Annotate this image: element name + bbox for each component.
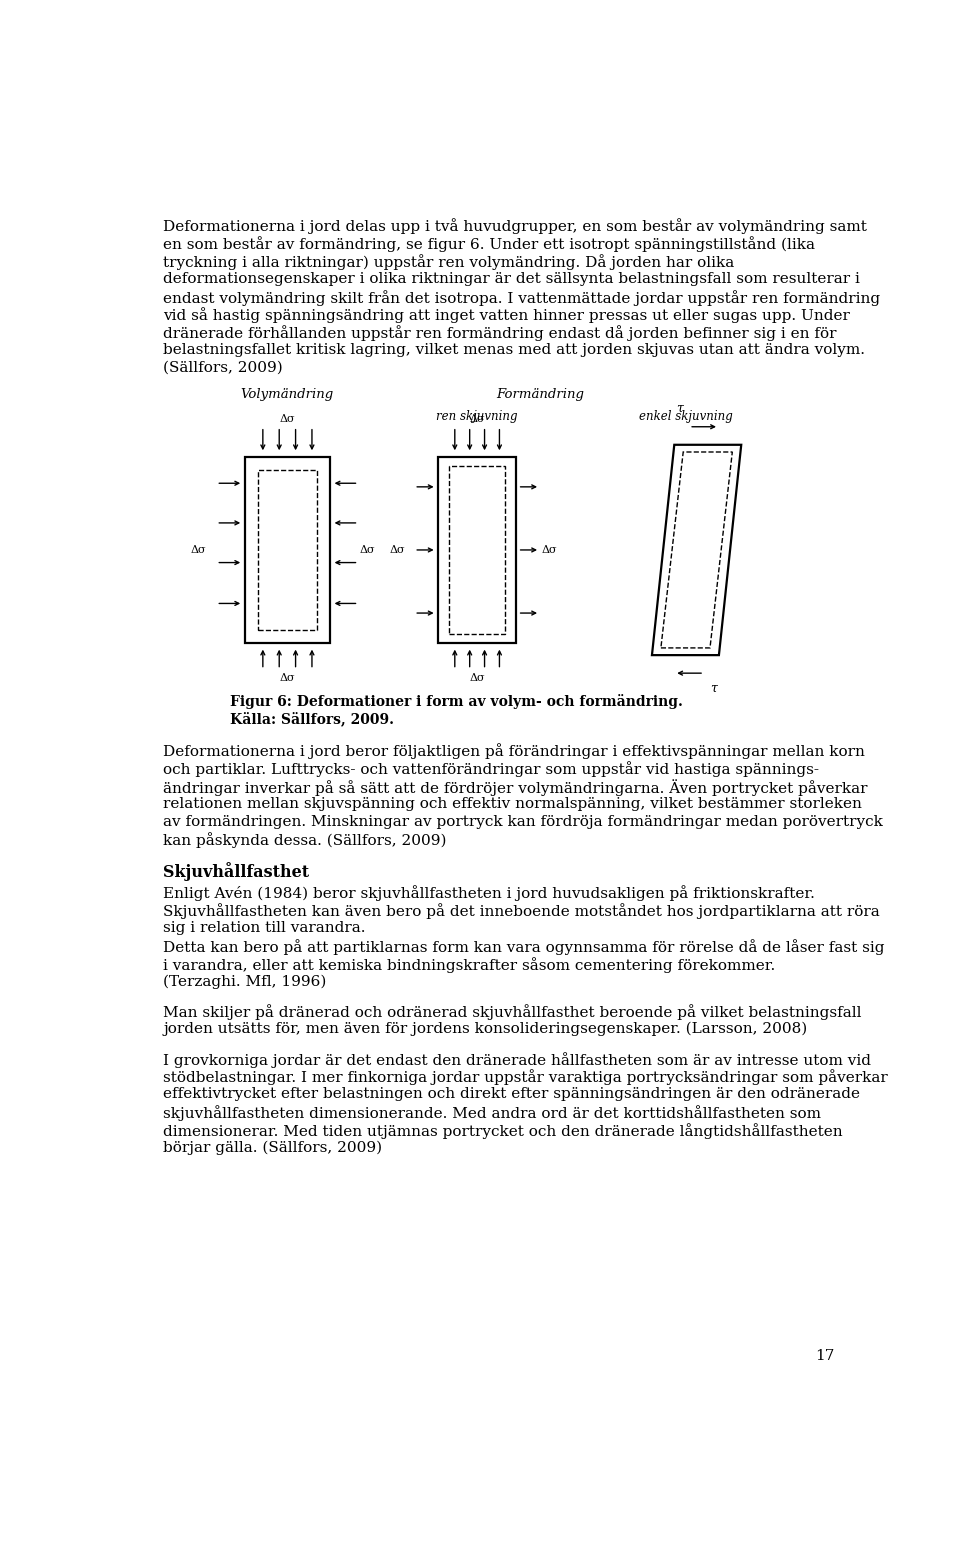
Text: τ: τ: [676, 401, 683, 415]
Text: stödbelastningar. I mer finkorniga jordar uppstår varaktiga portrycksändringar s: stödbelastningar. I mer finkorniga jorda…: [163, 1069, 888, 1085]
Text: Detta kan bero på att partiklarnas form kan vara ogynnsamma för rörelse då de lå: Detta kan bero på att partiklarnas form …: [163, 938, 885, 955]
Text: τ: τ: [710, 682, 717, 695]
Text: Deformationerna i jord beror följaktligen på förändringar i effektivspänningar m: Deformationerna i jord beror följaktlige…: [163, 743, 865, 760]
Text: (Terzaghi. Mfl, 1996): (Terzaghi. Mfl, 1996): [163, 974, 326, 988]
Text: Enligt Avén (1984) beror skjuvhållfastheten i jord huvudsakligen på friktionskra: Enligt Avén (1984) beror skjuvhållfasthe…: [163, 885, 815, 901]
Text: Skjuvhållfasthet: Skjuvhållfasthet: [163, 862, 309, 882]
Text: relationen mellan skjuvspänning och effektiv normalspänning, vilket bestämmer st: relationen mellan skjuvspänning och effe…: [163, 798, 862, 812]
Text: 17: 17: [815, 1349, 834, 1363]
Text: Δσ: Δσ: [469, 414, 485, 425]
Text: dränerade förhållanden uppstår ren formändring endast då jorden befinner sig i e: dränerade förhållanden uppstår ren formä…: [163, 325, 837, 342]
Text: effektivtrycket efter belastningen och direkt efter spänningsändringen är den od: effektivtrycket efter belastningen och d…: [163, 1088, 860, 1102]
Text: ren skjuvning: ren skjuvning: [437, 411, 517, 423]
Text: Källa: Sällfors, 2009.: Källa: Sällfors, 2009.: [230, 712, 395, 726]
Text: Δσ: Δσ: [279, 673, 296, 684]
Text: Δσ: Δσ: [541, 545, 557, 556]
Text: I grovkorniga jordar är det endast den dränerade hållfastheten som är av intress: I grovkorniga jordar är det endast den d…: [163, 1052, 871, 1068]
Text: skjuvhållfastheten dimensionerande. Med andra ord är det korttidshållfastheten s: skjuvhållfastheten dimensionerande. Med …: [163, 1105, 821, 1121]
Text: börjar gälla. (Sällfors, 2009): börjar gälla. (Sällfors, 2009): [163, 1141, 382, 1155]
Text: Volymändring: Volymändring: [241, 389, 334, 401]
Text: enkel skjuvning: enkel skjuvning: [638, 411, 732, 423]
Text: Figur 6: Deformationer i form av volym- och formändring.: Figur 6: Deformationer i form av volym- …: [230, 693, 683, 709]
Text: endast volymändring skilt från det isotropa. I vattenmättade jordar uppstår ren : endast volymändring skilt från det isotr…: [163, 290, 880, 306]
Text: belastningsfallet kritisk lagring, vilket menas med att jorden skjuvas utan att : belastningsfallet kritisk lagring, vilke…: [163, 343, 865, 357]
Text: dimensionerar. Med tiden utjämnas portrycket och den dränerade långtidshållfasth: dimensionerar. Med tiden utjämnas portry…: [163, 1122, 843, 1140]
Text: Man skiljer på dränerad och odränerad skjuvhållfasthet beroende på vilket belast: Man skiljer på dränerad och odränerad sk…: [163, 1004, 862, 1019]
Text: i varandra, eller att kemiska bindningskrafter såsom cementering förekommer.: i varandra, eller att kemiska bindningsk…: [163, 957, 776, 973]
Text: deformationsegenskaper i olika riktningar är det sällsynta belastningsfall som r: deformationsegenskaper i olika riktninga…: [163, 272, 860, 286]
Text: Formändring: Formändring: [496, 389, 585, 401]
Text: Δσ: Δσ: [190, 545, 206, 556]
Text: vid så hastig spänningsändring att inget vatten hinner pressas ut eller sugas up: vid så hastig spänningsändring att inget…: [163, 308, 850, 323]
Text: tryckning i alla riktningar) uppstår ren volymändring. Då jorden har olika: tryckning i alla riktningar) uppstår ren…: [163, 254, 734, 270]
Text: och partiklar. Lufttrycks- och vattenförändringar som uppstår vid hastiga spänni: och partiklar. Lufttrycks- och vattenför…: [163, 762, 819, 777]
Text: en som består av formändring, se figur 6. Under ett isotropt spänningstillstånd : en som består av formändring, se figur 6…: [163, 236, 815, 253]
Text: ändringar inverkar på så sätt att de fördröjer volymändringarna. Även portrycket: ändringar inverkar på så sätt att de för…: [163, 779, 868, 796]
Text: Δσ: Δσ: [469, 673, 485, 684]
Text: Δσ: Δσ: [390, 545, 405, 556]
Text: kan påskynda dessa. (Sällfors, 2009): kan påskynda dessa. (Sällfors, 2009): [163, 832, 446, 849]
Text: sig i relation till varandra.: sig i relation till varandra.: [163, 921, 366, 935]
Text: av formändringen. Minskningar av portryck kan fördröja formändringar medan poröv: av formändringen. Minskningar av portryc…: [163, 815, 883, 829]
Text: Deformationerna i jord delas upp i två huvudgrupper, en som består av volymändri: Deformationerna i jord delas upp i två h…: [163, 219, 867, 234]
Text: Skjuvhållfastheten kan även bero på det inneboende motståndet hos jordpartiklarn: Skjuvhållfastheten kan även bero på det …: [163, 904, 880, 919]
Text: Δσ: Δσ: [279, 414, 296, 425]
Text: jorden utsätts för, men även för jordens konsolideringsegenskaper. (Larsson, 200: jorden utsätts för, men även för jordens…: [163, 1022, 807, 1037]
Text: (Sällfors, 2009): (Sällfors, 2009): [163, 361, 283, 375]
Text: Δσ: Δσ: [360, 545, 375, 556]
